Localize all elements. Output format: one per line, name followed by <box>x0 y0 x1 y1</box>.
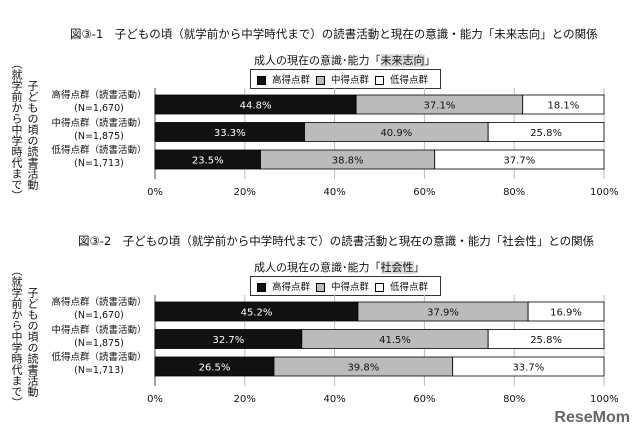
subtitle-suffix: 」 <box>424 54 436 67</box>
legend-item: 低得点群 <box>375 282 428 293</box>
x-tick-label: 60% <box>413 187 436 198</box>
category-n: (N=1,713) <box>74 365 124 376</box>
data-label: 23.5% <box>192 156 224 167</box>
legend-swatch <box>316 283 326 292</box>
data-label: 33.7% <box>512 363 544 374</box>
bar-segment <box>487 329 605 349</box>
data-label: 25.8% <box>530 335 562 346</box>
legend-swatch <box>375 76 385 85</box>
subtitle-highlight: 未来志向 <box>380 54 425 67</box>
legend-item: 中得点群 <box>316 75 369 86</box>
bar-segment <box>434 149 605 170</box>
legend-swatch <box>257 283 266 292</box>
subtitle-prefix: 成人の現在の意識･能力「 <box>254 261 381 274</box>
legend-swatch <box>375 283 385 292</box>
legend: 高得点群 中得点群 低得点群 <box>250 69 442 89</box>
x-tick-label: 40% <box>323 187 346 198</box>
data-label: 26.5% <box>199 363 231 374</box>
legend-swatch <box>257 76 266 85</box>
category-name: 中得点群（読書活動） <box>51 117 147 129</box>
category-n: (N=1,875) <box>74 337 124 349</box>
x-tick-label: 80% <box>503 394 526 405</box>
x-tick-label: 20% <box>233 394 256 405</box>
x-tick-label: 0% <box>147 187 163 198</box>
y-axis-inner-label: 子どもの頃の読書活動 <box>26 80 39 190</box>
legend-label: 中得点群 <box>331 75 370 86</box>
y-axis-outer-label: （就学前から中学時代まで） <box>10 58 23 201</box>
subtitle-highlight: 社会性 <box>380 261 414 274</box>
data-label: 44.8% <box>240 101 272 112</box>
data-label: 18.1% <box>547 101 579 112</box>
bar-segment <box>522 94 605 115</box>
category-label: 中得点群（読書活動） (N=1,875) <box>44 117 154 143</box>
chart-subtitle: 成人の現在の意識･能力「未来志向」 <box>254 52 436 68</box>
subtitle-prefix: 成人の現在の意識･能力「 <box>254 54 381 67</box>
x-tick-label: 60% <box>413 394 436 405</box>
data-label: 40.9% <box>380 128 412 139</box>
x-tick-label: 100% <box>590 394 619 405</box>
category-label: 低得点群（読書活動） (N=1,713) <box>44 351 154 377</box>
category-name: 中得点群（読書活動） <box>51 324 147 336</box>
category-n: (N=1,670) <box>74 103 124 114</box>
category-label: 低得点群（読書活動） (N=1,713) <box>44 144 154 170</box>
subtitle-suffix: 」 <box>413 261 425 274</box>
category-name: 低得点群（読書活動） <box>51 145 147 156</box>
data-label: 39.8% <box>347 363 379 374</box>
legend-label: 高得点群 <box>272 282 311 293</box>
legend-item: 高得点群 <box>257 282 310 293</box>
data-label: 33.3% <box>214 128 246 139</box>
x-tick-label: 80% <box>503 187 526 198</box>
x-tick-label: 100% <box>590 187 619 198</box>
legend-item: 低得点群 <box>375 75 428 86</box>
data-label: 37.7% <box>503 156 535 167</box>
category-n: (N=1,875) <box>74 130 124 142</box>
chart-subtitle: 成人の現在の意識･能力「社会性」 <box>254 259 425 275</box>
legend-swatch <box>316 76 326 85</box>
chart-title: 図③-1 子どもの頃（就学前から中学時代まで）の読書活動と現在の意識・能力「未来… <box>70 27 598 41</box>
x-tick-label: 20% <box>233 187 256 198</box>
legend-label: 低得点群 <box>390 75 429 86</box>
x-tick-label: 0% <box>147 394 163 405</box>
y-axis-inner-label: 子どもの頃の読書活動 <box>26 287 39 397</box>
x-tick-label: 40% <box>323 394 346 405</box>
category-label: 高得点群（読書活動） (N=1,670) <box>44 296 154 322</box>
data-label: 41.5% <box>379 335 411 346</box>
legend-label: 中得点群 <box>331 282 370 293</box>
legend-item: 高得点群 <box>257 75 310 86</box>
bar-segment <box>452 356 605 377</box>
category-label: 中得点群（読書活動） (N=1,875) <box>44 324 154 350</box>
category-name: 高得点群（読書活動） <box>51 297 147 308</box>
bar-segment <box>527 301 605 322</box>
category-n: (N=1,670) <box>74 310 124 321</box>
legend-item: 中得点群 <box>316 282 369 293</box>
y-axis-outer-label: （就学前から中学時代まで） <box>10 265 23 408</box>
legend-label: 低得点群 <box>390 282 429 293</box>
resemom-logo: ReseMom <box>554 409 630 426</box>
category-label: 高得点群（読書活動） (N=1,670) <box>44 89 154 115</box>
data-label: 37.9% <box>427 308 459 319</box>
category-name: 高得点群（読書活動） <box>51 90 147 101</box>
data-label: 16.9% <box>550 308 582 319</box>
data-label: 32.7% <box>213 335 245 346</box>
legend: 高得点群 中得点群 低得点群 <box>250 276 442 296</box>
legend-label: 高得点群 <box>272 75 311 86</box>
data-label: 38.8% <box>332 156 364 167</box>
category-n: (N=1,713) <box>74 158 124 169</box>
data-label: 37.1% <box>424 101 456 112</box>
chart-title: 図③-2 子どもの頃（就学前から中学時代まで）の読書活動と現在の意識・能力「社会… <box>78 234 595 248</box>
data-label: 25.8% <box>530 128 562 139</box>
data-label: 45.2% <box>241 308 273 319</box>
bar-segment <box>487 122 605 142</box>
category-name: 低得点群（読書活動） <box>51 352 147 363</box>
